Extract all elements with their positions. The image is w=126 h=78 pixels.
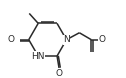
- Text: N: N: [63, 35, 70, 44]
- Text: O: O: [8, 35, 15, 44]
- Text: O: O: [56, 69, 62, 78]
- Text: O: O: [99, 35, 106, 44]
- Text: HN: HN: [32, 52, 45, 61]
